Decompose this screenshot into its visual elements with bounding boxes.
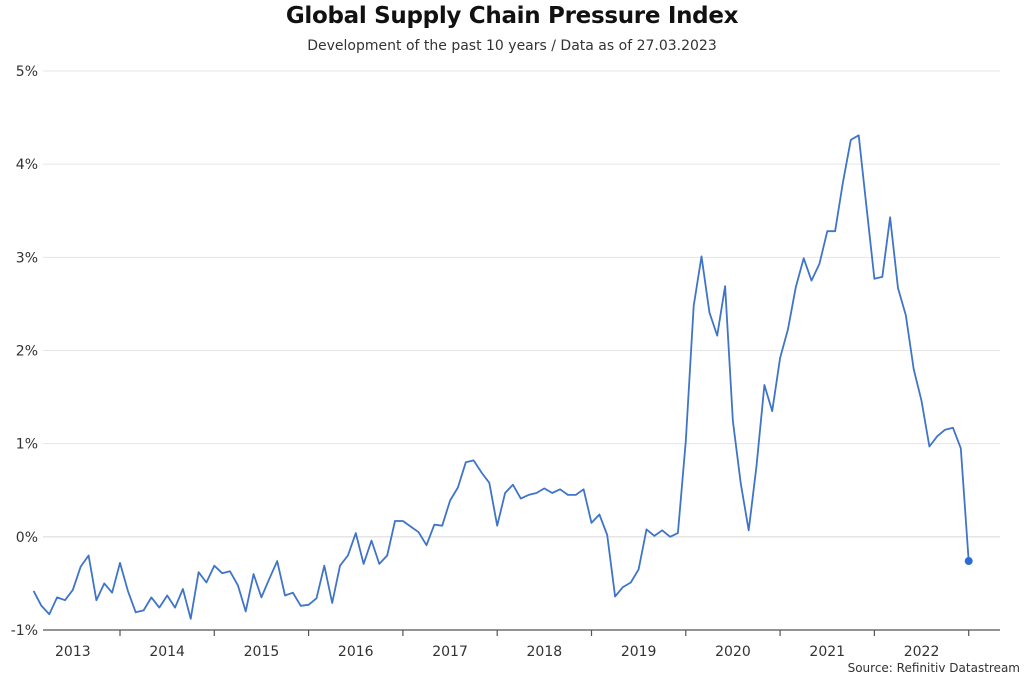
x-axis: 2013 2014 2015 2016 2017 2018 2019 2020 2021 2022 [55, 630, 970, 660]
y-tick-label: 5% [16, 64, 38, 80]
last-data-point-marker [964, 557, 973, 566]
chart-subtitle: Development of the past 10 years / Data … [307, 38, 717, 54]
y-tick-label: 3% [16, 250, 38, 266]
y-tick-label: -1% [11, 623, 38, 639]
x-tick-label: 2019 [621, 644, 657, 660]
series-line-gscpi [32, 134, 970, 620]
x-tick-label: 2015 [244, 644, 280, 660]
y-tick-label: 1% [16, 437, 38, 453]
chart-title: Global Supply Chain Pressure Index [285, 3, 739, 29]
plot-area [32, 134, 973, 620]
y-tick-label: 2% [16, 344, 38, 360]
x-tick-label: 2022 [904, 644, 940, 660]
x-tick-label: 2016 [338, 644, 374, 660]
y-axis: -1% 0% 1% 2% 3% 4% 5% [11, 64, 38, 639]
x-tick-label: 2020 [715, 644, 751, 660]
x-tick-label: 2017 [432, 644, 468, 660]
x-tick-label: 2014 [149, 644, 185, 660]
source-note: Source: Refinitiv Datastream [847, 661, 1020, 675]
x-tick-label: 2013 [55, 644, 91, 660]
x-tick-label: 2021 [809, 644, 845, 660]
gridlines [43, 70, 1000, 631]
y-tick-label: 0% [16, 530, 38, 546]
y-tick-label: 4% [16, 157, 38, 173]
x-tick-label: 2018 [527, 644, 563, 660]
